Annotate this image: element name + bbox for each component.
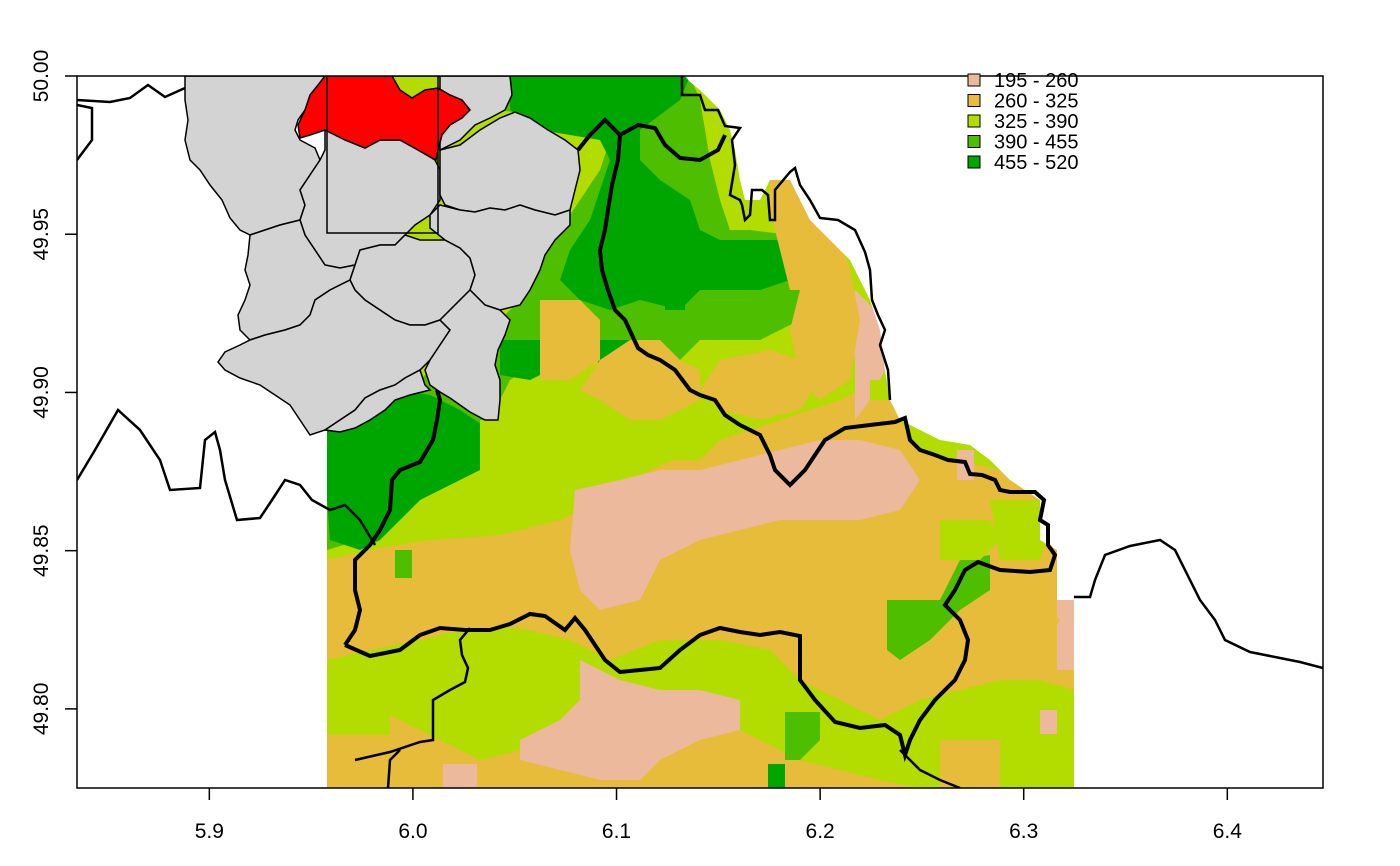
admin-polygon (439, 76, 513, 152)
legend-swatch (967, 73, 981, 87)
x-tick-label: 6.2 (806, 820, 835, 843)
legend-swatch (967, 155, 981, 169)
highlighted-admin-polygon (297, 76, 472, 162)
y-tick-label: 49.95 (30, 208, 53, 261)
x-tick-label: 6.3 (1009, 820, 1038, 843)
y-tick-label: 49.80 (30, 683, 53, 736)
x-tick-label: 6.1 (602, 820, 631, 843)
y-axis: 49.80 49.85 49.90 49.95 50.00 (30, 50, 77, 735)
legend-label: 195 - 260 (994, 70, 1079, 92)
admin-polygon (322, 368, 432, 433)
legend-swatch (967, 114, 981, 128)
legend-swatch (967, 135, 981, 148)
plot-frame (76, 75, 1324, 789)
x-tick-label: 6.4 (1213, 820, 1243, 843)
elevation-raster (327, 76, 1074, 788)
y-tick-label: 49.90 (30, 366, 53, 419)
admin-polygon (429, 204, 571, 311)
legend-label: 455 - 520 (994, 152, 1079, 174)
selection-box (326, 76, 439, 234)
legend-swatch (967, 94, 981, 107)
y-tick-label: 49.85 (30, 524, 53, 577)
legend-label: 260 - 325 (994, 91, 1079, 113)
x-tick-label: 6.0 (398, 820, 427, 843)
x-axis: 5.9 6.0 6.1 6.2 6.3 6.4 (195, 788, 1242, 843)
admin-polygon (424, 288, 511, 421)
x-tick-label: 5.9 (195, 820, 224, 843)
y-tick-label: 50.00 (30, 50, 53, 103)
legend-label: 390 - 455 (994, 132, 1079, 154)
legend-label: 325 - 390 (994, 111, 1079, 133)
thick-river-lines (343, 117, 1058, 763)
